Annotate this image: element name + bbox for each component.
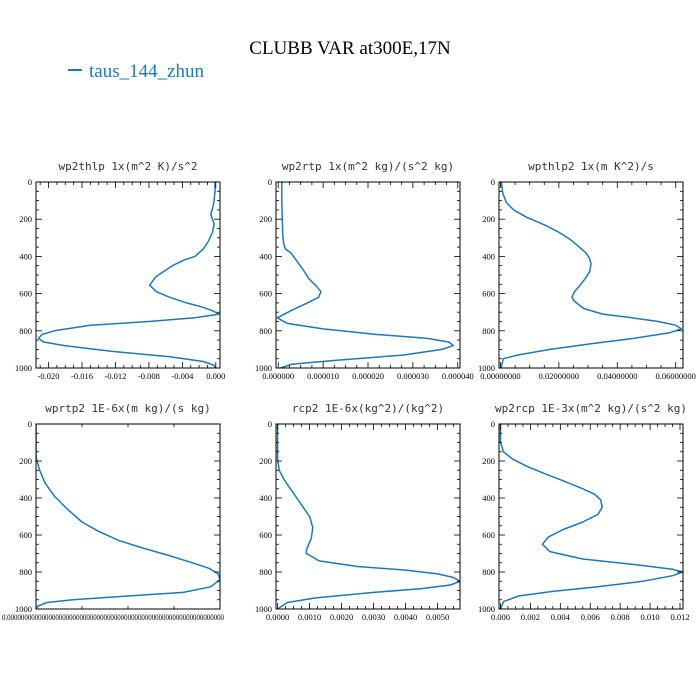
panel-title: wp2rtp 1x(m^2 kg)/(s^2 kg) xyxy=(282,160,454,173)
y-tick-label: 200 xyxy=(259,214,272,224)
y-tick-label: 0 xyxy=(491,419,495,429)
chart-panel: wp2rcp 1E-3x(m^2 kg)/(s^2 kg)0 200 400 600 8… xyxy=(478,402,690,622)
figure-title: CLUBB VAR at300E,17N xyxy=(249,38,451,59)
y-tick-label: 1000 xyxy=(478,363,495,373)
series-line xyxy=(276,424,460,609)
series-line xyxy=(276,182,455,368)
y-tick-label: 0 xyxy=(491,177,495,187)
x-tick-label: 0.000 xyxy=(491,612,510,622)
x-tick-label: 0.000000 xyxy=(262,371,294,381)
y-tick-label: 1000 xyxy=(15,363,32,373)
plot-frame xyxy=(35,181,221,369)
x-tick-label: -0.004 xyxy=(171,371,194,381)
x-tick-label: 0.02000000 xyxy=(539,371,579,381)
x-tick-label: 0.0020 xyxy=(330,612,353,622)
y-tick-label: 600 xyxy=(259,289,272,299)
chart-panel: wprtp2 1E-6x(m kg)/(s kg) 0 200 400 600 800 10… xyxy=(2,402,224,622)
x-tick-label: -0.020 xyxy=(38,371,60,381)
x-tick-label: 0.0010 xyxy=(298,612,321,622)
x-tick-label: 0.006 xyxy=(581,612,600,622)
panel-grid: wp2thlp 1x(m^2 K)/s^2 0 200 400 600 800 1000 -0… xyxy=(2,160,696,622)
y-tick-label: 1000 xyxy=(478,604,495,614)
chart-panel: wp2thlp 1x(m^2 K)/s^2 0 200 400 600 800 1000 -0… xyxy=(15,160,225,381)
y-tick-label: 600 xyxy=(19,530,32,540)
x-tick-label: 0.0040 xyxy=(394,612,417,622)
y-tick-label: 200 xyxy=(19,456,32,466)
x-tick-label: 0.000040 xyxy=(442,371,474,381)
y-tick-label: 800 xyxy=(259,326,272,336)
y-tick-label: 0 xyxy=(28,177,32,187)
chart-panel: wpthlp2 1x(m K^2)/s 0 200 400 600 800 10000.00… xyxy=(478,160,696,381)
x-tick-label: 0.000010 xyxy=(307,371,339,381)
chart-panel: rcp2 1E-6x(kg^2)/(kg^2) 0 200 400 600 800 1000… xyxy=(255,402,461,622)
plot-frame xyxy=(275,181,461,369)
legend: taus_144_zhun xyxy=(68,61,205,82)
y-tick-label: 400 xyxy=(259,251,272,261)
y-tick-label: 0 xyxy=(268,419,272,429)
y-tick-label: 600 xyxy=(482,289,495,299)
panel-title: wp2thlp 1x(m^2 K)/s^2 xyxy=(58,160,197,173)
plot-frame xyxy=(498,423,684,610)
x-tick-label: 0.000020 xyxy=(352,371,384,381)
y-tick-label: 200 xyxy=(482,456,495,466)
y-tick-label: 600 xyxy=(482,530,495,540)
x-tick-label: 0.06000000 xyxy=(656,371,696,381)
x-tick-label: 0.002 xyxy=(521,612,540,622)
y-tick-label: 0 xyxy=(28,419,32,429)
x-tick-label: 0.000030 xyxy=(397,371,429,381)
plot-frame xyxy=(35,423,221,610)
panel-title: rcp2 1E-6x(kg^2)/(kg^2) xyxy=(292,402,444,415)
x-tick-label: 0.010 xyxy=(641,612,660,622)
y-tick-label: 1000 xyxy=(255,363,272,373)
x-tick-label: 0.04000000 xyxy=(597,371,637,381)
panel-title: wp2rcp 1E-3x(m^2 kg)/(s^2 kg) xyxy=(495,402,687,415)
y-tick-label: 800 xyxy=(19,567,32,577)
chart-panel: wp2rtp 1x(m^2 kg)/(s^2 kg) 0 200 400 600 800 1… xyxy=(255,160,474,381)
y-tick-label: 1000 xyxy=(255,604,272,614)
y-tick-label: 800 xyxy=(19,326,32,336)
series-line xyxy=(37,182,220,368)
y-tick-label: 400 xyxy=(19,493,32,503)
y-tick-label: 400 xyxy=(19,251,32,261)
x-tick-label: -0.012 xyxy=(104,371,126,381)
y-tick-label: 800 xyxy=(259,567,272,577)
series-line xyxy=(36,424,220,609)
y-tick-label: 400 xyxy=(259,493,272,503)
x-tick-label: -0.016 xyxy=(71,371,93,381)
y-tick-label: 400 xyxy=(482,493,495,503)
y-tick-label: 800 xyxy=(482,567,495,577)
y-tick-label: 600 xyxy=(19,289,32,299)
y-tick-label: 0 xyxy=(268,177,272,187)
y-tick-label: 200 xyxy=(259,456,272,466)
x-tick-label: -0.008 xyxy=(138,371,160,381)
series-line xyxy=(499,424,683,609)
x-tick-label: 0.0050 xyxy=(426,612,449,622)
legend-label: taus_144_zhun xyxy=(89,61,205,82)
x-tick-label: 0.012 xyxy=(670,612,689,622)
x-tick-label: 0.0000 xyxy=(266,612,289,622)
x-tick-label: 0.008 xyxy=(611,612,630,622)
y-tick-label: 400 xyxy=(482,251,495,261)
y-tick-label: 200 xyxy=(19,214,32,224)
x-tick-label: 0.00000000000000000000000000000000000000… xyxy=(2,612,224,622)
y-tick-label: 1000 xyxy=(15,604,32,614)
plot-frame xyxy=(498,181,684,369)
x-tick-label: 0.004 xyxy=(551,612,571,622)
y-tick-label: 200 xyxy=(482,214,495,224)
panel-title: wprtp2 1E-6x(m kg)/(s kg) xyxy=(45,402,211,415)
x-tick-label: 0.00000000 xyxy=(480,371,520,381)
plot-frame xyxy=(275,423,461,610)
y-tick-label: 600 xyxy=(259,530,272,540)
series-line xyxy=(500,182,683,368)
x-tick-label: 0.000 xyxy=(206,371,225,381)
y-tick-label: 800 xyxy=(482,326,495,336)
x-tick-label: 0.0030 xyxy=(362,612,385,622)
panel-title: wpthlp2 1x(m K^2)/s xyxy=(528,160,654,173)
